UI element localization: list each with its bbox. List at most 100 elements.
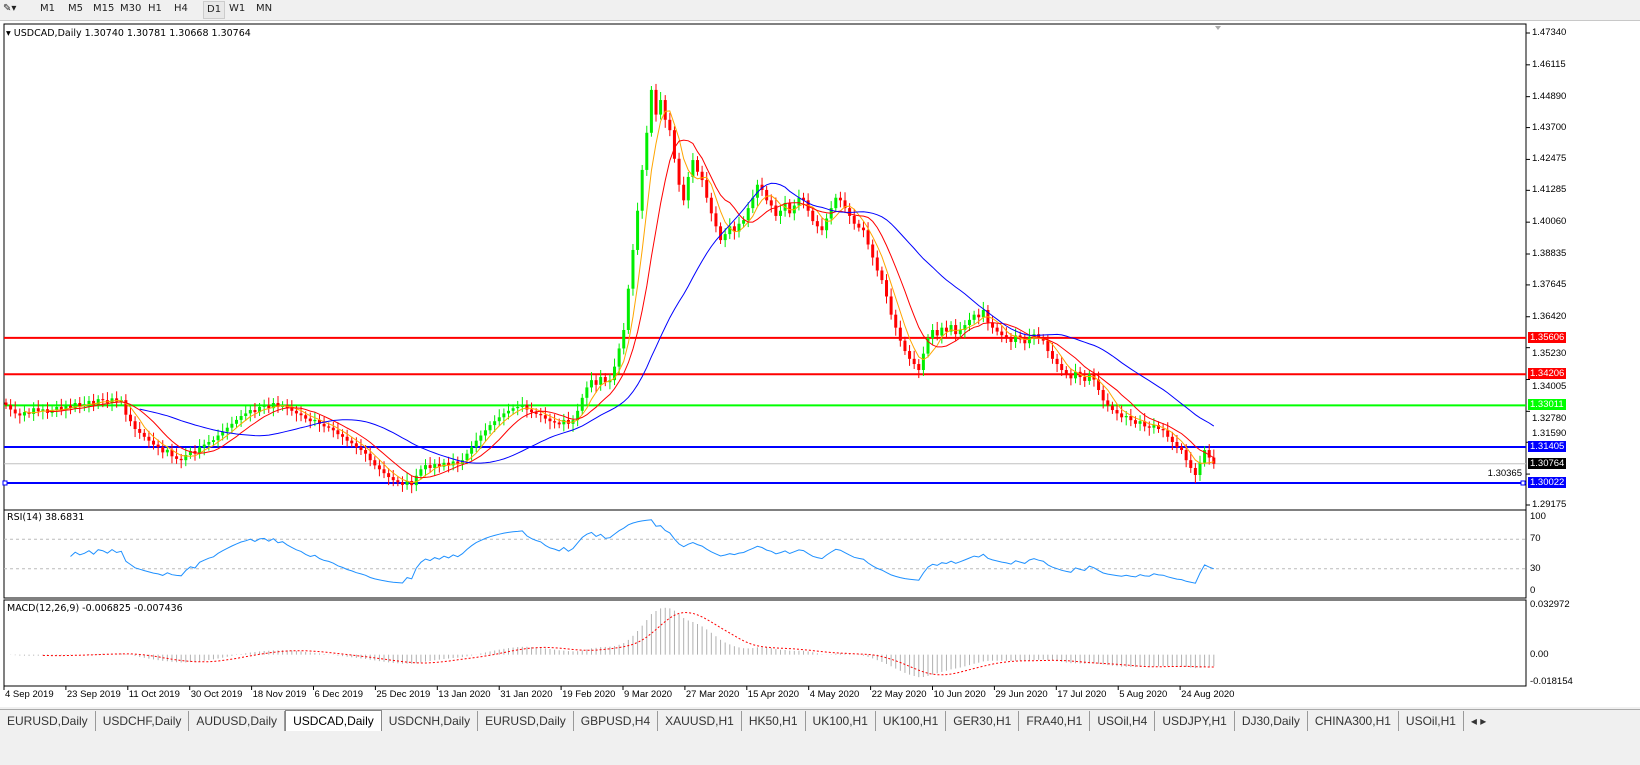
candle-body	[170, 449, 174, 457]
candle-body	[940, 327, 944, 336]
candle-body	[543, 415, 547, 419]
candle-body	[221, 431, 225, 436]
candle-body	[815, 221, 819, 227]
candle-body	[691, 160, 695, 177]
candle-body	[981, 309, 985, 318]
chart-tab[interactable]: USDCAD,Daily	[285, 710, 382, 731]
candle-body	[433, 464, 437, 468]
timeframe-w1[interactable]: W1	[229, 3, 246, 14]
candle-body	[935, 329, 939, 336]
chart-window[interactable]: ▾ USDCAD,Daily 1.30740 1.30781 1.30668 1…	[0, 21, 1640, 707]
date-axis-label: 5 Aug 2020	[1119, 689, 1168, 700]
candle-body	[377, 465, 381, 470]
candle-body	[949, 325, 953, 332]
candle-body	[645, 132, 649, 170]
candle-body	[972, 314, 976, 320]
chart-tab[interactable]: AUDUSD,Daily	[189, 711, 286, 731]
candle-body	[1170, 436, 1174, 442]
chart-tab[interactable]: GBPUSD,H4	[574, 711, 659, 731]
candle-body	[313, 419, 317, 422]
candle-body	[871, 244, 875, 258]
candle-body	[640, 169, 644, 211]
candle-body	[424, 465, 428, 470]
chart-tab[interactable]: USOil,H4	[1090, 711, 1156, 731]
chart-tab[interactable]: DJ30,Daily	[1235, 711, 1308, 731]
timeframe-h4[interactable]: H4	[174, 3, 188, 14]
hline-price-label: 1.30022	[1528, 476, 1567, 488]
candle-body	[414, 475, 418, 486]
candle-body	[732, 226, 736, 232]
candle-body	[373, 460, 377, 466]
candle-body	[557, 422, 561, 425]
candle-body	[382, 469, 386, 474]
chart-tabs: EURUSD,Daily USDCHF,Daily AUDUSD,Daily USDC…	[0, 709, 1640, 732]
timeframe-d1[interactable]: D1	[203, 1, 226, 19]
date-axis-label: 13 Jan 2020	[438, 689, 491, 700]
date-axis-label: 30 Oct 2019	[190, 689, 243, 700]
candle-body	[622, 329, 626, 349]
candle-body	[465, 453, 469, 461]
candle-body	[820, 226, 824, 231]
rsi-line	[70, 519, 1214, 584]
timeframe-m1[interactable]: M1	[40, 3, 55, 14]
candle-body	[599, 377, 603, 385]
candle-body	[32, 408, 36, 414]
chart-tab[interactable]: UK100,H1	[876, 711, 947, 731]
rsi-axis-label: 70	[1530, 533, 1541, 545]
candle-body	[165, 449, 169, 453]
candle-body	[788, 202, 792, 214]
candle-body	[1212, 457, 1216, 464]
timeframe-h1[interactable]: H1	[148, 3, 162, 14]
hline-price-label: 1.34206	[1528, 368, 1567, 380]
candle-body	[322, 423, 326, 427]
rsi-pane-frame	[3, 509, 1527, 599]
chart-tab[interactable]: EURUSD,Daily	[478, 711, 574, 731]
chart-tab[interactable]: USDCHF,Daily	[96, 711, 190, 731]
timeframe-m15[interactable]: M15	[93, 3, 115, 14]
ma-slow-line	[139, 182, 1215, 464]
chart-tab[interactable]: EURUSD,Daily	[0, 711, 96, 731]
chart-canvas[interactable]	[0, 21, 1640, 707]
date-axis-label: 31 Jan 2020	[500, 689, 553, 700]
candle-body	[921, 353, 925, 371]
candle-body	[479, 435, 483, 441]
candle-body	[1087, 374, 1091, 381]
hline-price-label: 1.35606	[1528, 331, 1567, 343]
chart-tab[interactable]: XAUUSD,H1	[658, 711, 742, 731]
chart-tab[interactable]: USDCNH,Daily	[382, 711, 479, 731]
candle-body	[857, 223, 861, 228]
tab-scroll-arrows-icon[interactable]: ◂ ▸	[1470, 714, 1487, 728]
drawing-tools-icon[interactable]: ✎▾	[3, 3, 17, 14]
chart-tab[interactable]: HK50,H1	[742, 711, 806, 731]
candle-body	[530, 409, 534, 413]
timeframe-mn[interactable]: MN	[256, 3, 273, 14]
candle-body	[594, 380, 598, 385]
candle-body	[1083, 377, 1087, 381]
chart-tab[interactable]: GER30,H1	[946, 711, 1020, 731]
shift-marker-icon	[1215, 26, 1221, 30]
candle-body	[898, 327, 902, 341]
candle-body	[511, 408, 515, 411]
chart-tab[interactable]: CHINA300,H1	[1308, 711, 1399, 731]
candle-body	[811, 210, 815, 222]
candle-body	[276, 403, 280, 407]
candle-body	[267, 405, 271, 409]
price-axis-label: 1.35230	[1532, 347, 1567, 359]
candle-body	[447, 462, 451, 466]
candle-body	[299, 413, 303, 416]
chart-tab[interactable]: UK100,H1	[806, 711, 876, 731]
candle-body	[331, 427, 335, 431]
chart-tab[interactable]: USDJPY,H1	[1155, 711, 1235, 731]
timeframe-m30[interactable]: M30	[120, 3, 142, 14]
candle-body	[152, 440, 156, 445]
chart-tab[interactable]: USOil,H1	[1399, 711, 1464, 731]
candle-body	[1014, 335, 1018, 342]
candle-body	[1189, 460, 1193, 468]
price-axis-label: 1.32780	[1532, 413, 1567, 425]
candle-body	[1055, 358, 1059, 365]
timeframe-m5[interactable]: M5	[68, 3, 83, 14]
candle-body	[742, 220, 746, 224]
price-axis-label: 1.37645	[1532, 278, 1567, 290]
candle-body	[1152, 425, 1156, 428]
chart-tab[interactable]: FRA40,H1	[1019, 711, 1091, 731]
